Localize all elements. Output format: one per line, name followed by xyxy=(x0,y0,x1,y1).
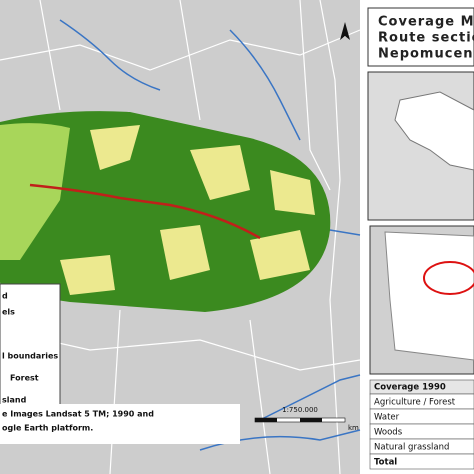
scale-bar-segment xyxy=(300,418,322,422)
title-line: Nepomucen xyxy=(378,47,474,62)
table-cell: Natural grassland xyxy=(374,443,449,453)
title-line: Route sectio xyxy=(378,31,474,46)
route xyxy=(29,183,261,240)
table-cell: Woods xyxy=(374,428,403,438)
scale-ratio: 1:750.000 xyxy=(282,406,318,414)
legend-item: l boundaries xyxy=(2,352,58,361)
table-cell: Water xyxy=(374,413,400,423)
legend-item: els xyxy=(2,308,15,317)
source-line: ogle Earth platform. xyxy=(2,424,93,433)
country-outline xyxy=(394,91,474,171)
title-box xyxy=(367,7,474,67)
legend-title: d xyxy=(2,292,8,301)
roads xyxy=(0,0,361,474)
table-row xyxy=(369,453,474,470)
woods-area xyxy=(0,123,70,260)
scale-bar-segment xyxy=(255,418,277,422)
region-outline xyxy=(384,231,474,361)
table-body: Agriculture / Forest Water Woods Natural gr… xyxy=(369,393,474,470)
route-buffer-inset xyxy=(423,261,474,295)
table-cell: Total xyxy=(374,458,397,468)
north-arrow xyxy=(340,22,350,40)
table-cell: Agriculture / Forest xyxy=(374,398,456,408)
legend-item: Forest xyxy=(10,374,39,383)
table-header-text: Coverage 1990 xyxy=(374,383,446,393)
scale-unit: km xyxy=(348,424,359,432)
title-line: Coverage M xyxy=(378,15,474,30)
source-line: e Images Landsat 5 TM; 1990 and xyxy=(2,410,154,419)
agriculture-patches xyxy=(60,125,315,295)
source-box xyxy=(0,404,240,444)
legend-item: sland xyxy=(2,396,27,405)
legend-box xyxy=(0,283,61,411)
